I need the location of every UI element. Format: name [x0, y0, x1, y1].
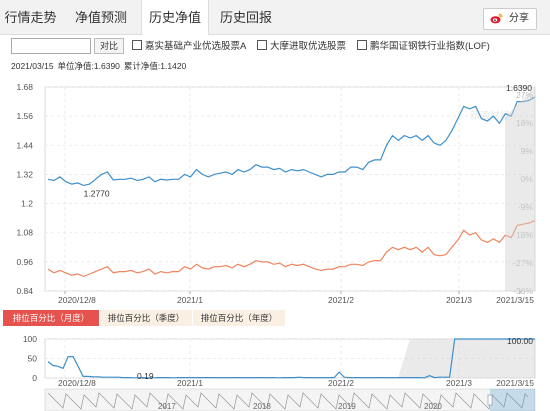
- tab-market-trend[interactable]: 行情走势: [4, 10, 57, 25]
- navigator-frame: [44, 388, 536, 411]
- navigator-sparkline: [47, 392, 529, 410]
- y-tick-label: 0.96: [16, 257, 33, 267]
- compare-button[interactable]: 对比: [94, 38, 124, 54]
- pct-tick-label: 18%: [516, 118, 533, 128]
- x-tick-label: 2021/3: [446, 295, 472, 305]
- checkbox-label: 鹏华国证钢铁行业指数(LOF): [370, 41, 490, 52]
- compare-checkbox-3[interactable]: 鹏华国证钢铁行业指数(LOF): [357, 40, 490, 52]
- rank-x-tick-label: 2020/12/8: [58, 378, 96, 388]
- main-shade-area: [505, 87, 535, 291]
- pct-tick-label: -9%: [518, 202, 534, 212]
- info-date: 2021/03/15: [11, 61, 54, 71]
- min-annotation: 1.2770: [84, 188, 110, 198]
- info-unit-nav: 单位净值:1.6390: [57, 61, 120, 71]
- share-label: 分享: [509, 13, 529, 24]
- y-tick-label: 1.2: [21, 199, 33, 209]
- x-tick-label: 2020/12/8: [58, 295, 96, 305]
- info-cum-nav: 累计净值:1.1420: [123, 61, 187, 71]
- tab-history-nav[interactable]: 历史净值: [141, 0, 209, 35]
- checkbox-box[interactable]: [257, 40, 267, 50]
- rank-max-annotation: 100.00: [507, 336, 533, 346]
- rank-y-tick-label: 0: [32, 373, 37, 383]
- share-button[interactable]: 分享: [483, 8, 537, 30]
- watermark: 新浪财经: [470, 109, 510, 122]
- compare-checkbox-1[interactable]: 嘉实基础产业优选股票A: [132, 40, 246, 52]
- cum-nav-line: [47, 220, 536, 278]
- y-tick-label: 1.56: [16, 111, 33, 121]
- pct-tick-label: -36%: [513, 286, 533, 296]
- pct-tick-label: -27%: [513, 258, 533, 268]
- navigator-handle-left[interactable]: [487, 394, 493, 406]
- rank-y-tick-label: 50: [28, 354, 38, 364]
- checkbox-label: 大摩进取优选股票: [270, 41, 347, 52]
- pct-tick-label: -18%: [513, 230, 533, 240]
- pct-tick-label: 0%: [521, 174, 534, 184]
- y-tick-label: 1.08: [16, 228, 33, 238]
- compare-checkbox-2[interactable]: 大摩进取优选股票: [257, 40, 346, 52]
- tab-rank-monthly[interactable]: 排位百分比（月度）: [3, 310, 99, 326]
- navigator-year-label: 2020: [424, 402, 442, 411]
- navigator-year-label: 2017: [158, 402, 176, 411]
- navigator-year-label: 2018: [253, 402, 271, 411]
- max-annotation: 1.6390: [506, 83, 532, 93]
- pct-tick-label: 27%: [516, 90, 533, 100]
- tab-rank-quarterly[interactable]: 排位百分比（季度）: [100, 310, 192, 326]
- period-tab-bar: 排位百分比（月度） 排位百分比（季度） 排位百分比（年度）: [0, 309, 550, 326]
- rank-x-tick-label: 2021/3/15: [496, 378, 534, 388]
- rank-x-tick-label: 2021/2: [328, 378, 354, 388]
- rank-line: [47, 338, 535, 379]
- checkbox-box[interactable]: [357, 40, 367, 50]
- rank-x-tick-label: 2021/1: [177, 378, 203, 388]
- navigator-selection: [490, 389, 535, 411]
- rank-watermark: 新浪财经: [462, 347, 498, 358]
- tab-rank-yearly[interactable]: 排位百分比（年度）: [193, 310, 285, 326]
- tab-nav-forecast[interactable]: 净值预测: [74, 10, 127, 25]
- compare-input[interactable]: [11, 38, 91, 54]
- pct-tick-label: 9%: [521, 146, 534, 156]
- x-tick-label: 2021/2: [328, 295, 354, 305]
- y-tick-label: 1.32: [16, 169, 33, 179]
- unit-nav-line: [47, 96, 536, 187]
- x-tick-label: 2021/3/15: [496, 295, 534, 305]
- rank-x-tick-label: 2021/3: [446, 378, 472, 388]
- rank-min-annotation: 0.19: [137, 371, 154, 381]
- checkbox-label: 嘉实基础产业优选股票A: [145, 41, 247, 52]
- tab-history-return[interactable]: 历史回报: [219, 10, 272, 25]
- tab-bar: 行情走势 净值预测 历史净值 历史回报 分享: [0, 0, 550, 35]
- y-tick-label: 1.44: [16, 140, 33, 150]
- y-tick-label: 0.84: [16, 286, 33, 296]
- y-tick-label: 1.68: [16, 82, 33, 92]
- checkbox-box[interactable]: [132, 40, 142, 50]
- nav-info: 2021/03/15 单位净值:1.6390 累计净值:1.1420: [11, 60, 190, 72]
- x-tick-label: 2021/1: [177, 295, 203, 305]
- navigator-year-label: 2019: [338, 402, 356, 411]
- main-plot-frame: [44, 86, 536, 292]
- rank-y-tick-label: 100: [23, 334, 37, 344]
- weibo-icon: [490, 13, 503, 24]
- rank-shade-area: [398, 339, 535, 378]
